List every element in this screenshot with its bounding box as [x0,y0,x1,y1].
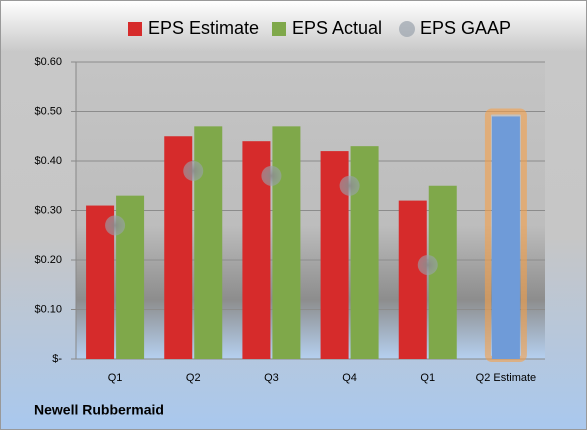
y-tick-label: $0.50 [34,105,62,117]
y-tick-label: $0.20 [34,254,62,266]
bar [272,126,301,359]
gaap-dot [183,160,204,181]
bar [398,200,427,359]
legend-swatch [272,22,286,36]
gaap-dot [105,215,126,236]
bar [491,116,520,359]
x-tick-label: Q1 [108,372,123,384]
gaap-dot [339,175,360,196]
legend-swatch [128,22,142,36]
y-tick-label: $0.10 [34,303,62,315]
legend-label: EPS Estimate [148,18,259,38]
x-tick-label: Q2 [186,372,201,384]
y-tick-label: $0.40 [34,155,62,167]
footer: Newell Rubbermaid [34,402,164,418]
legend-swatch [399,21,415,37]
y-tick-label: $- [52,353,62,365]
gaap-dot [261,165,282,186]
legend-label: EPS Actual [292,18,382,38]
y-tick-label: $0.30 [34,204,62,216]
y-tick-label: $0.60 [34,56,62,68]
x-tick-label: Q2 Estimate [476,372,537,384]
legend-label: EPS GAAP [420,18,511,38]
x-tick-label: Q3 [264,372,279,384]
x-tick-label: Q1 [420,372,435,384]
gaap-dot [417,254,438,275]
x-tick-label: Q4 [342,372,357,384]
bar [194,126,223,359]
